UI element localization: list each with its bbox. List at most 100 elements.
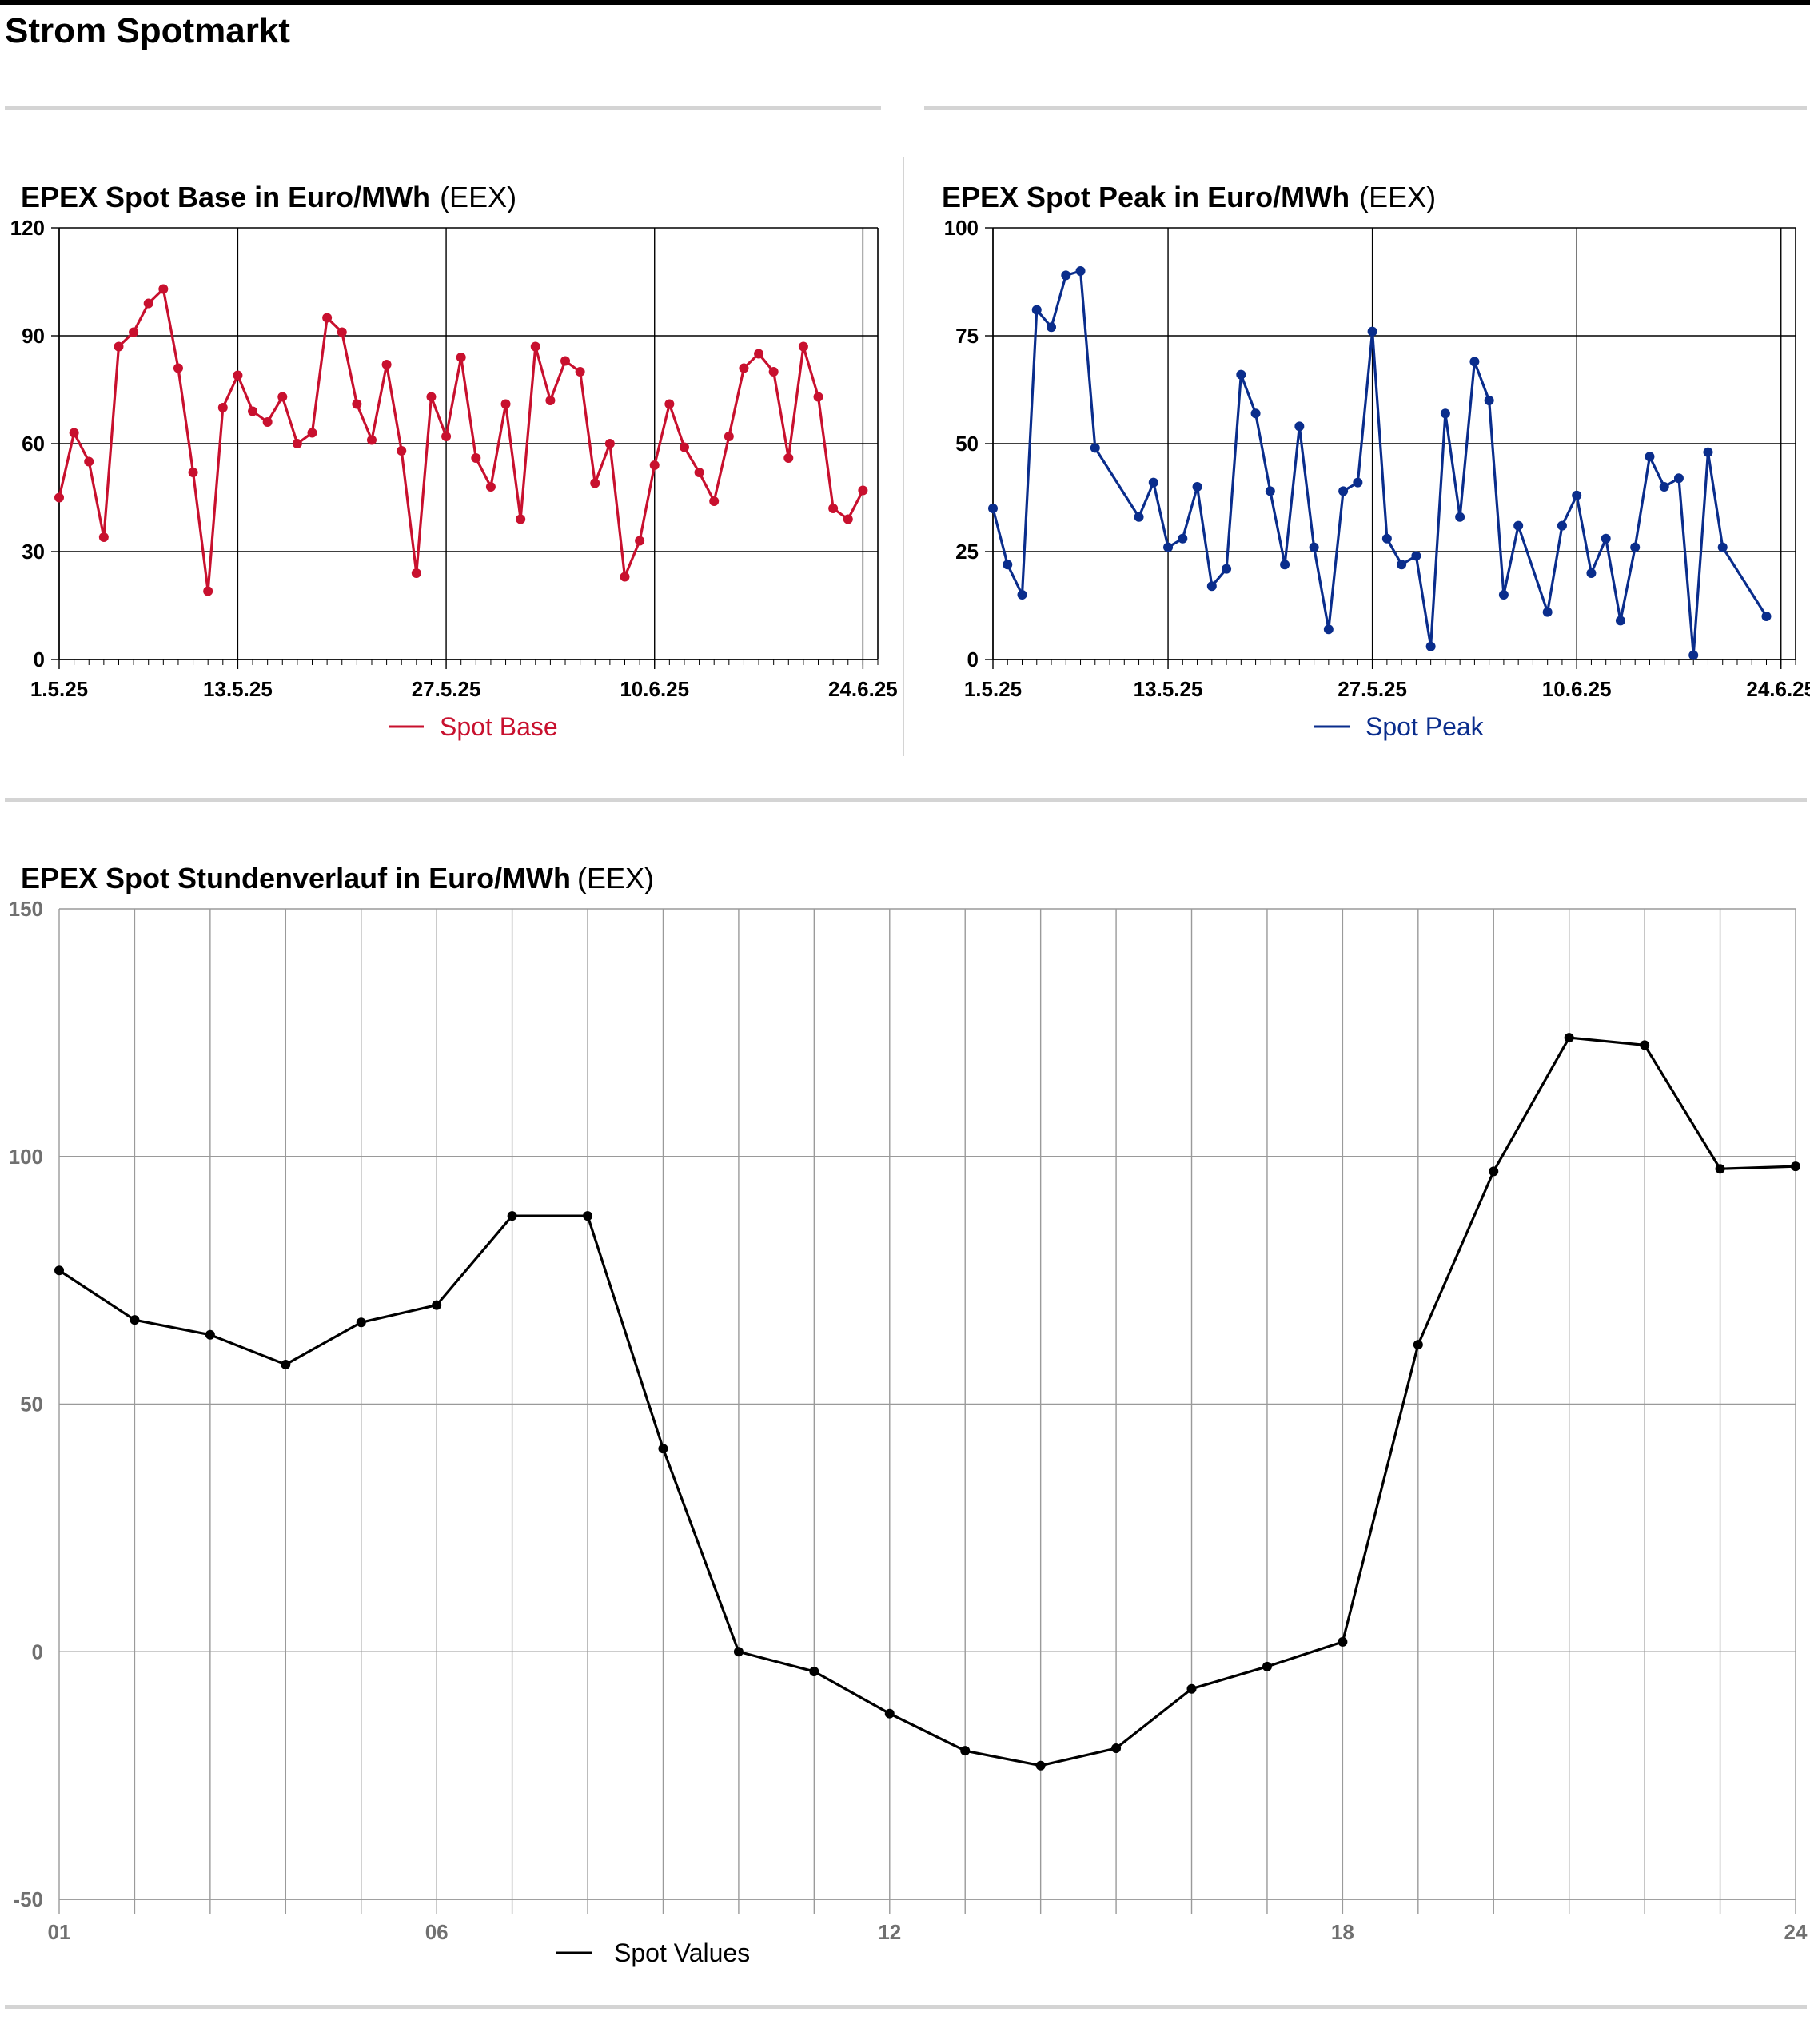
base-xtick-label: 24.6.25	[828, 677, 898, 701]
base-data-point	[114, 341, 124, 352]
page-title: Strom Spotmarkt	[5, 11, 290, 50]
hourly-xtick-label: 01	[48, 1920, 71, 1944]
base-ytick-label: 30	[22, 540, 45, 564]
hourly-xtick-label: 06	[425, 1920, 449, 1944]
peak-data-point	[1075, 266, 1086, 276]
hourly-ytick-label: 100	[9, 1145, 43, 1169]
separator-bottom	[5, 2005, 1807, 2009]
base-xtick-label: 13.5.25	[203, 677, 273, 701]
peak-chart: 0 25 50 75 100 1.5.25 13.5.25 27.5.25 10.6.25 24.…	[944, 216, 1810, 741]
base-data-point	[217, 403, 228, 412]
peak-data-point	[1353, 477, 1363, 488]
peak-data-point	[1192, 482, 1202, 492]
top-rule	[0, 0, 1810, 5]
peak-data-point	[1673, 473, 1684, 484]
hourly-legend-label: Spot Values	[614, 1938, 750, 1967]
peak-data-point	[1659, 482, 1669, 492]
hourly-data-point	[130, 1315, 140, 1325]
hourly-data-point	[1715, 1164, 1725, 1174]
peak-data-point	[1206, 581, 1217, 592]
base-data-point	[754, 349, 764, 359]
base-data-point	[694, 468, 704, 477]
peak-data-point	[1148, 477, 1158, 488]
base-data-point	[277, 392, 288, 402]
base-data-point	[828, 504, 839, 513]
peak-data-point	[1425, 641, 1436, 651]
peak-xtick-label: 13.5.25	[1134, 677, 1203, 701]
hourly-data-point	[884, 1708, 895, 1719]
base-data-point	[783, 453, 794, 463]
peak-data-point	[1645, 452, 1655, 462]
peak-data-point	[1003, 560, 1013, 570]
base-data-point	[84, 456, 94, 467]
hourly-data-point	[281, 1359, 291, 1369]
peak-data-point	[1309, 542, 1319, 552]
hourly-chart-source: (EEX)	[577, 862, 655, 894]
base-data-point	[530, 341, 540, 352]
hourly-chart-title: EPEX Spot Stundenverlauf in Euro/MWh (EEX…	[21, 862, 654, 895]
hourly-ytick-label: 0	[32, 1640, 43, 1663]
peak-data-point	[1323, 624, 1334, 635]
peak-ytick-label: 100	[944, 216, 979, 240]
peak-data-point	[1615, 616, 1625, 626]
peak-data-point	[1542, 607, 1553, 617]
base-data-point	[69, 428, 79, 438]
base-xtick-label: 1.5.25	[30, 677, 88, 701]
hourly-series-line	[58, 1036, 1796, 1767]
peak-data-point	[1265, 486, 1275, 496]
hourly-ytick-label: -50	[13, 1887, 43, 1911]
peak-data-point	[1134, 512, 1144, 522]
base-xtick-label: 10.6.25	[620, 677, 689, 701]
base-legend-label: Spot Base	[440, 712, 558, 741]
base-data-point	[739, 363, 749, 373]
hourly-data-point	[1564, 1033, 1574, 1043]
base-data-point	[620, 572, 630, 582]
base-data-point	[664, 399, 675, 409]
hourly-data-point	[1111, 1743, 1122, 1754]
base-data-point	[679, 442, 689, 452]
base-data-point	[352, 399, 362, 409]
peak-data-point	[1338, 486, 1349, 496]
hourly-data-point	[658, 1444, 668, 1454]
base-data-point	[724, 432, 734, 441]
base-data-point	[798, 341, 808, 352]
base-data-point	[248, 406, 258, 416]
base-data-point	[485, 482, 496, 492]
base-data-point	[471, 453, 481, 463]
base-data-point	[843, 514, 853, 524]
peak-ytick-label: 50	[955, 432, 979, 456]
peak-legend-label: Spot Peak	[1365, 712, 1485, 741]
base-data-point	[441, 432, 452, 441]
hourly-data-point	[1413, 1340, 1423, 1350]
base-data-point	[426, 392, 437, 402]
peak-data-point	[1017, 590, 1027, 600]
peak-data-point	[1761, 612, 1772, 621]
peak-data-point	[1513, 520, 1524, 531]
peak-ytick-label: 0	[967, 647, 979, 671]
hourly-data-point	[733, 1647, 744, 1657]
base-data-point	[337, 327, 347, 337]
hourly-data-point	[1489, 1166, 1499, 1177]
hourly-chart-title-text: EPEX Spot Stundenverlauf in Euro/MWh	[21, 862, 572, 894]
base-data-point	[604, 439, 615, 448]
hourly-data-point	[1262, 1661, 1272, 1671]
peak-ytick-label: 25	[955, 540, 979, 564]
base-chart: 0 30 60 90 120 1.5.25 13.5.25 27.5.25 10.6.25 24.…	[10, 216, 898, 741]
base-data-point	[129, 327, 139, 337]
hourly-data-point	[1338, 1636, 1348, 1647]
base-data-point	[233, 370, 243, 381]
base-data-point	[292, 439, 302, 448]
base-data-point	[858, 485, 868, 496]
peak-xtick-label: 24.6.25	[1746, 677, 1810, 701]
base-data-point	[366, 435, 377, 445]
base-data-point	[635, 536, 645, 546]
peak-data-point	[1572, 490, 1582, 500]
peak-data-point	[1367, 326, 1377, 337]
peak-data-point	[1280, 560, 1290, 570]
base-ytick-label: 60	[22, 432, 45, 456]
hourly-data-point	[205, 1329, 215, 1340]
peak-data-point	[1250, 408, 1261, 419]
hourly-xtick-label: 12	[878, 1920, 901, 1944]
peak-data-point	[1455, 512, 1465, 522]
